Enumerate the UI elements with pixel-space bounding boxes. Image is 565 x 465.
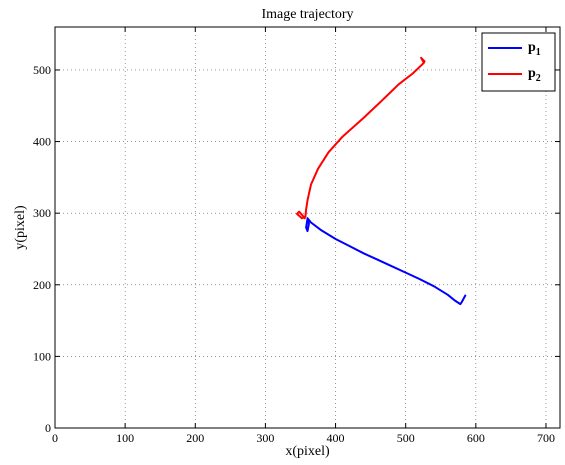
y-tick-label: 0 (45, 421, 51, 435)
series-line-1 (305, 217, 467, 306)
x-tick-label: 600 (467, 431, 485, 445)
legend-box (481, 32, 556, 92)
legend-label: p1 (528, 40, 541, 58)
y-tick-label: 300 (33, 206, 51, 220)
legend-label-subscript: 2 (536, 73, 541, 84)
x-tick-label: 0 (52, 431, 58, 445)
series-line-2 (296, 56, 426, 220)
y-axis-label: y(pixel) (13, 205, 28, 250)
x-tick-label: 100 (116, 431, 134, 445)
plot-frame (54, 26, 561, 429)
grid (55, 27, 560, 428)
legend-label-subscript: 1 (536, 47, 541, 58)
x-axis-label: x(pixel) (285, 444, 330, 459)
x-tick-label: 200 (186, 431, 204, 445)
x-axis-ticks: 0 100 200 300 400 500 600 700 (52, 27, 555, 445)
legend-label-name: p (528, 66, 536, 81)
y-tick-label: 100 (33, 349, 51, 363)
plot-series (296, 56, 467, 306)
y-tick-label: 400 (33, 135, 51, 149)
y-tick-label: 500 (33, 63, 51, 77)
y-axis-ticks: 0 100 200 300 400 500 (33, 63, 560, 435)
x-tick-label: 400 (327, 431, 345, 445)
chart-title: Image trajectory (261, 7, 353, 22)
x-tick-label: 700 (537, 431, 555, 445)
legend-label-name: p (528, 40, 536, 55)
x-tick-label: 300 (256, 431, 274, 445)
legend-label: p2 (528, 66, 541, 84)
y-tick-label: 200 (33, 278, 51, 292)
x-tick-label: 500 (397, 431, 415, 445)
